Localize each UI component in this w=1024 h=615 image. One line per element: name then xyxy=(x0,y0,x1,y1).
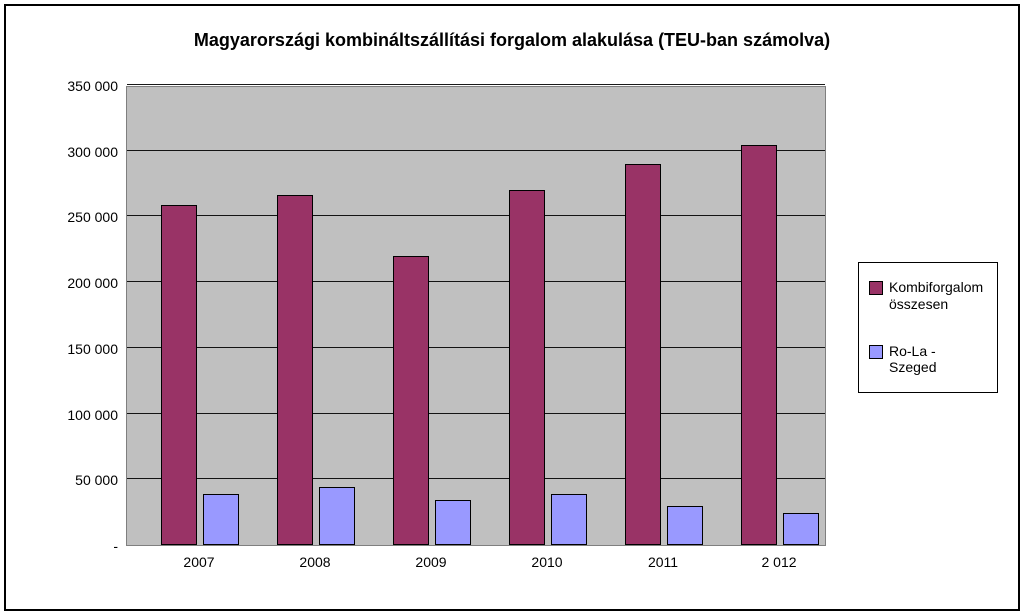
y-tick-label: 50 000 xyxy=(48,472,118,488)
legend-swatch-series1 xyxy=(869,281,883,295)
bar-series2 xyxy=(551,494,587,545)
y-tick-label: 150 000 xyxy=(48,341,118,357)
bar-series1 xyxy=(393,256,429,545)
chart-title: Magyarországi kombináltszállítási forgal… xyxy=(6,30,1018,51)
x-tick-label: 2 012 xyxy=(761,554,796,570)
x-tick-label: 2011 xyxy=(648,554,678,570)
legend-swatch-series2 xyxy=(869,345,883,359)
legend-label-series1: Kombiforgalom összesen xyxy=(889,279,987,313)
gridline xyxy=(127,84,825,85)
bar-series2 xyxy=(435,500,471,545)
y-tick-label: 300 000 xyxy=(48,144,118,160)
bar-series2 xyxy=(319,487,355,545)
legend-label-series2: Ro-La - Szeged xyxy=(889,343,987,377)
bar-series2 xyxy=(203,494,239,545)
x-tick-label: 2007 xyxy=(183,554,214,570)
gridline xyxy=(127,281,825,282)
chart-frame: Magyarországi kombináltszállítási forgal… xyxy=(4,4,1020,611)
legend-spacer xyxy=(869,319,987,337)
y-tick-label: 100 000 xyxy=(48,407,118,423)
x-tick-label: 2010 xyxy=(531,554,562,570)
bar-series2 xyxy=(783,513,819,545)
x-tick-label: 2008 xyxy=(299,554,330,570)
gridline xyxy=(127,347,825,348)
bar-series1 xyxy=(509,190,545,545)
y-tick-label: - xyxy=(48,538,118,554)
bar-series1 xyxy=(161,205,197,545)
y-tick-label: 350 000 xyxy=(48,78,118,94)
x-tick-label: 2009 xyxy=(415,554,446,570)
bar-series1 xyxy=(277,195,313,545)
legend-entry-series1: Kombiforgalom összesen xyxy=(869,279,987,313)
bar-series2 xyxy=(667,506,703,545)
plot-area xyxy=(126,86,826,546)
legend: Kombiforgalom összesen Ro-La - Szeged xyxy=(858,262,998,393)
gridline xyxy=(127,413,825,414)
gridline xyxy=(127,215,825,216)
bar-series1 xyxy=(625,164,661,545)
bar-series1 xyxy=(741,145,777,545)
legend-entry-series2: Ro-La - Szeged xyxy=(869,343,987,377)
y-tick-label: 250 000 xyxy=(48,209,118,225)
y-tick-label: 200 000 xyxy=(48,275,118,291)
gridline xyxy=(127,150,825,151)
gridline xyxy=(127,478,825,479)
